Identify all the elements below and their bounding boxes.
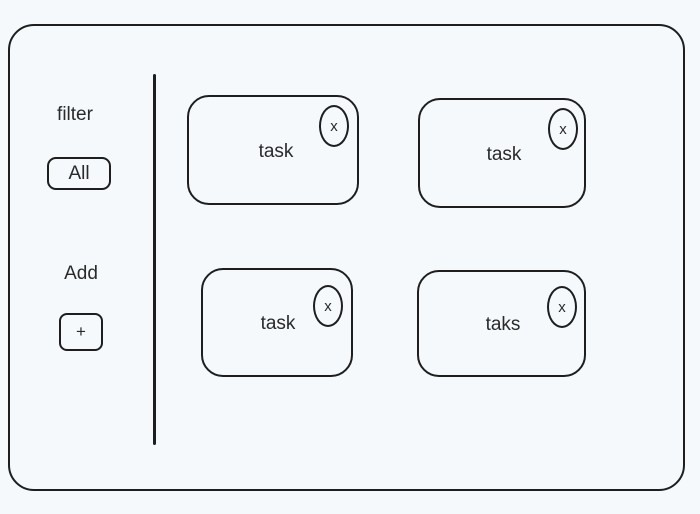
add-task-button[interactable]: +	[59, 313, 103, 351]
sidebar-divider	[153, 74, 156, 445]
task-card[interactable]: taks x	[417, 270, 586, 377]
task-card[interactable]: task x	[201, 268, 353, 377]
delete-task-button[interactable]: x	[313, 285, 343, 327]
filter-label: filter	[57, 104, 93, 125]
delete-task-button[interactable]: x	[319, 105, 349, 147]
add-label: Add	[64, 263, 98, 284]
task-label: task	[258, 141, 294, 162]
delete-task-button[interactable]: x	[547, 286, 577, 328]
delete-task-button[interactable]: x	[548, 108, 578, 150]
task-label: task	[260, 313, 296, 334]
app-frame	[8, 24, 685, 491]
task-card[interactable]: task x	[418, 98, 586, 208]
task-label: task	[486, 144, 522, 165]
task-label: taks	[485, 314, 521, 335]
task-card[interactable]: task x	[187, 95, 359, 205]
filter-dropdown[interactable]: All	[47, 157, 111, 190]
